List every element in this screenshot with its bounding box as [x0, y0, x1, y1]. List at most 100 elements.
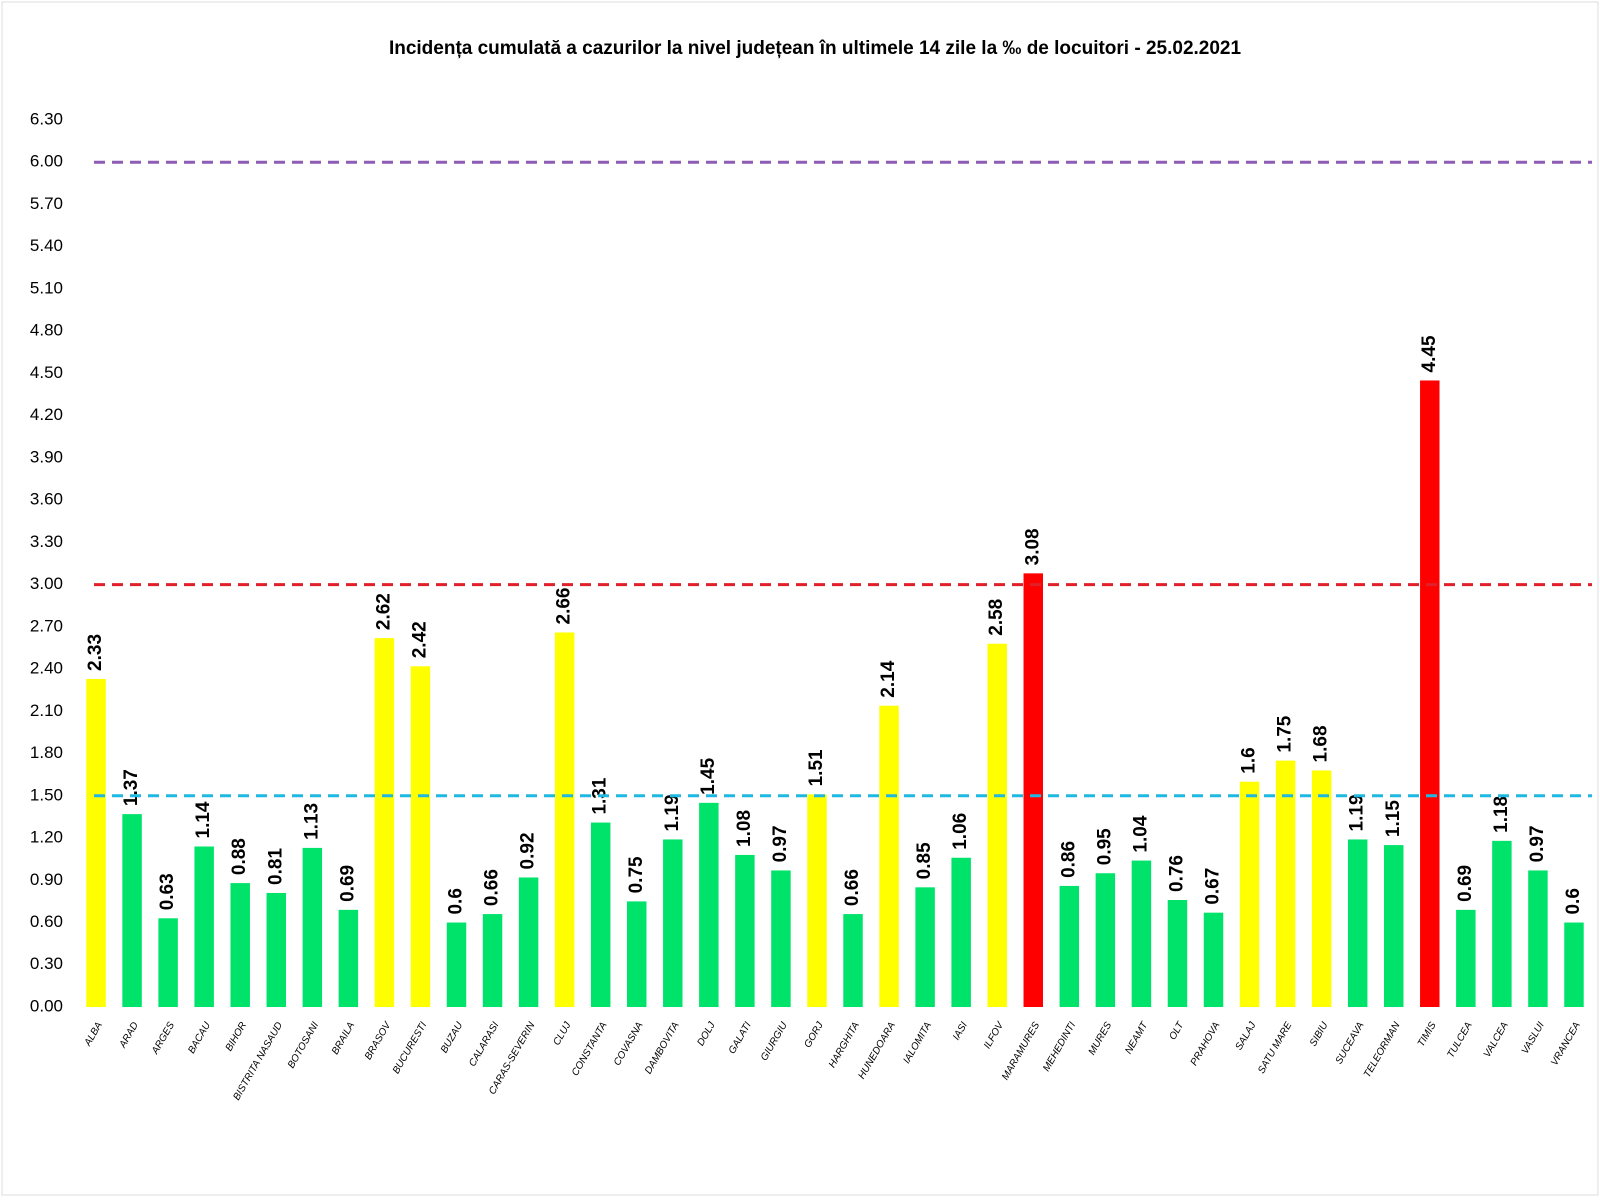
value-label: 2.58: [986, 599, 1007, 636]
x-tick-label: BRAILA: [330, 1020, 357, 1057]
bar: [1456, 909, 1476, 1007]
bar: [86, 678, 106, 1007]
bar: [1311, 770, 1332, 1007]
y-tick-label: 5.10: [30, 278, 63, 297]
bar: [1203, 912, 1224, 1007]
value-label: 0.95: [1094, 828, 1115, 865]
bar: [338, 909, 359, 1007]
x-tick-label: IALOMITA: [902, 1020, 935, 1066]
bar: [1167, 899, 1188, 1007]
x-tick-label: MARAMURES: [1000, 1020, 1042, 1082]
bar: [843, 914, 863, 1007]
value-label: 0.92: [518, 832, 539, 869]
bar: [446, 922, 467, 1007]
bar: [266, 892, 286, 1007]
bar: [1239, 781, 1260, 1007]
y-tick-label: 0.30: [30, 954, 63, 973]
x-tick-label: HUNEDOARA: [856, 1020, 898, 1081]
bar: [374, 638, 395, 1007]
x-tick-label: GIURGIU: [759, 1020, 790, 1063]
value-label: 0.6: [1563, 888, 1584, 914]
bar: [410, 666, 431, 1007]
x-tick-label: BUCURESTI: [391, 1020, 430, 1076]
bar: [194, 846, 214, 1007]
value-label: 2.62: [373, 593, 394, 630]
bar: [1275, 760, 1296, 1007]
bar: [1492, 840, 1512, 1007]
value-label: 1.68: [1311, 725, 1332, 762]
y-tick-label: 4.80: [30, 321, 63, 340]
y-tick-label: 4.50: [30, 363, 63, 382]
x-tick-label: MEHEDINTI: [1041, 1020, 1078, 1073]
bar: [518, 877, 539, 1007]
y-tick-label: 6.00: [30, 152, 63, 171]
x-tick-label: SATU MARE: [1256, 1020, 1294, 1076]
value-label: 2.42: [409, 621, 430, 658]
bar: [1347, 839, 1368, 1007]
value-label: 0.86: [1058, 841, 1079, 878]
bar: [1384, 845, 1404, 1007]
x-tick-label: PRAHOVA: [1189, 1020, 1223, 1068]
x-tick-label: VALCEA: [1482, 1020, 1511, 1059]
bar: [1095, 873, 1116, 1007]
bar: [1420, 380, 1440, 1007]
x-tick-label: HARGHITA: [827, 1020, 862, 1070]
x-tick-label: COVASNA: [612, 1020, 646, 1068]
x-tick-label: CLUJ: [551, 1019, 574, 1047]
y-tick-label: 1.80: [30, 743, 63, 762]
bar: [230, 883, 250, 1007]
x-tick-label: IASI: [951, 1020, 970, 1042]
bar: [482, 914, 503, 1007]
chart-title: Incidența cumulată a cazurilor la nivel …: [389, 38, 1242, 59]
x-tick-label: TULCEA: [1445, 1020, 1474, 1060]
x-tick-label: SIBIU: [1308, 1020, 1331, 1049]
value-label: 0.6: [446, 888, 467, 914]
bar: [951, 857, 971, 1007]
x-tick-label: BOTOSANI: [286, 1020, 321, 1070]
value-label: 2.66: [554, 588, 575, 625]
value-label: 1.18: [1491, 796, 1512, 833]
x-tick-label: BACAU: [186, 1020, 213, 1056]
y-tick-label: 5.70: [30, 194, 63, 213]
x-tick-label: BIHOR: [224, 1020, 249, 1053]
x-tick-label: NEAMT: [1123, 1020, 1150, 1057]
x-tick-label: MURES: [1087, 1020, 1115, 1057]
value-label: 1.08: [734, 810, 755, 847]
bar: [1564, 922, 1584, 1007]
y-tick-label: 2.10: [30, 701, 63, 720]
x-tick-label: ARAD: [117, 1020, 141, 1050]
value-label: 1.15: [1383, 800, 1404, 837]
value-label: 1.04: [1130, 815, 1151, 852]
x-tick-label: TELEORMAN: [1362, 1020, 1403, 1080]
bar: [663, 839, 683, 1007]
bar: [807, 794, 827, 1007]
bar: [771, 870, 791, 1007]
bar: [1059, 885, 1080, 1007]
value-label: 1.51: [806, 749, 827, 786]
value-label: 1.37: [121, 769, 142, 806]
value-label: 0.88: [229, 838, 250, 875]
y-tick-label: 3.30: [30, 532, 63, 551]
y-tick-label: 6.30: [30, 109, 63, 128]
bar: [735, 854, 755, 1007]
value-label: 0.69: [337, 865, 358, 902]
bar: [590, 822, 611, 1007]
bar: [1023, 573, 1043, 1007]
value-label: 1.19: [1347, 794, 1368, 831]
bar: [627, 901, 647, 1007]
x-tick-label: VASLUI: [1520, 1020, 1547, 1056]
value-label: 0.66: [482, 869, 503, 906]
bar: [699, 802, 719, 1007]
y-tick-label: 0.00: [30, 996, 63, 1015]
x-tick-label: ALBA: [82, 1020, 105, 1049]
y-tick-label: 0.60: [30, 912, 63, 931]
value-label: 1.6: [1239, 747, 1260, 773]
value-label: 2.33: [85, 634, 106, 671]
value-label: 0.81: [265, 848, 286, 885]
x-tick-label: BRASOV: [363, 1019, 394, 1062]
value-label: 0.97: [1527, 825, 1548, 862]
value-label: 0.85: [914, 842, 935, 879]
y-tick-label: 1.50: [30, 785, 63, 804]
y-tick-label: 2.70: [30, 616, 63, 635]
